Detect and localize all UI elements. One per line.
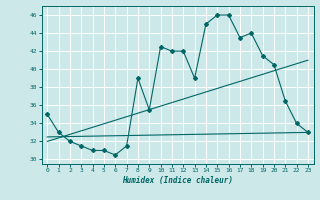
- X-axis label: Humidex (Indice chaleur): Humidex (Indice chaleur): [122, 176, 233, 185]
